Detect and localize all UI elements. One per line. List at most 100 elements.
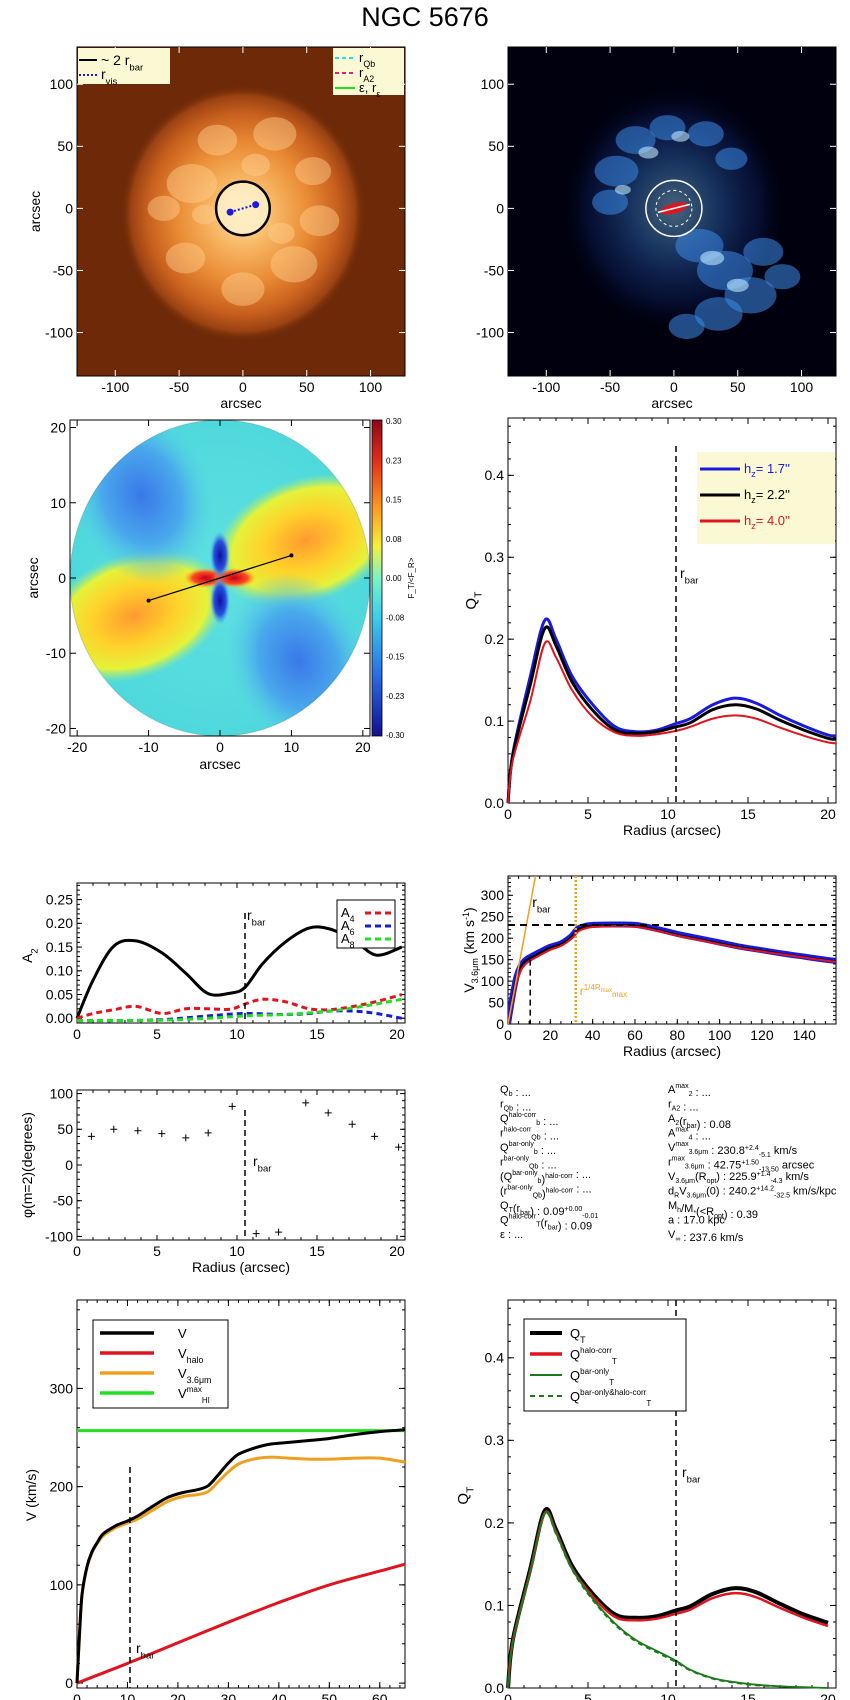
x-tick-label: 40 [585, 1027, 601, 1043]
text-part [614, 1368, 615, 1383]
text-part: ε [376, 89, 380, 99]
text-part: 8 [350, 940, 355, 950]
text-part: bar [258, 1163, 273, 1174]
stats-row: QT(rbar) : 0.09+0.00-0.01 [500, 1200, 598, 1220]
x-tick-label: -20 [67, 739, 87, 755]
bright-clump [700, 250, 725, 266]
rvis-endpoint [226, 208, 234, 216]
y-axis-label: arcsec [25, 557, 41, 598]
legend-label: Vhalo [178, 1346, 204, 1365]
legend-label: hz= 4.0'' [744, 513, 790, 531]
stats-row: Vmax3.6μm : 230.8+2.4-5.1 km/s [668, 1141, 798, 1159]
text-part: - [582, 1213, 585, 1220]
text-part: (<R [696, 1206, 714, 1218]
text-part [19, 947, 35, 948]
text-part: bar [520, 1210, 531, 1217]
colorbar-tick-label: -0.08 [386, 613, 405, 622]
text-part: A [341, 931, 350, 946]
velocity-line [75, 1428, 406, 1684]
y-tick-label: 0.4 [485, 1350, 505, 1366]
text-part: Qb [531, 1135, 540, 1142]
y-tick-label: 0 [58, 570, 66, 586]
colorbar-tick-label: -0.23 [386, 692, 405, 701]
text-part: r [253, 1153, 258, 1169]
x-tick-label: 5 [153, 1243, 161, 1259]
x-tick-label: 15 [740, 806, 756, 822]
text-part: max [601, 988, 612, 994]
text-part: T [509, 1207, 514, 1214]
plot-p7: 0 5 10 15 20 -100 -50 0 50 100 Radius (arcsec) rbar… [19, 1085, 406, 1275]
text-part: 2 [689, 1091, 693, 1098]
text-part: h [744, 513, 751, 528]
text-part: : ... [692, 1087, 710, 1099]
y-tick-label: 0.05 [46, 986, 73, 1002]
text-part: (0) : 240.2 [706, 1186, 756, 1198]
text-part [154, 1640, 155, 1656]
x-tick-label: 0 [73, 1243, 81, 1259]
text-part: ε [500, 1229, 505, 1241]
force-core [210, 531, 230, 580]
phase-point [110, 1125, 118, 1133]
text-part: : 230.8 [708, 1145, 745, 1157]
text-part: Q [570, 1347, 580, 1362]
text-part: 3.6μm [187, 1375, 212, 1385]
text-part: ) [461, 907, 477, 912]
text-part: A2 [363, 74, 374, 84]
x-tick-label: 20 [820, 1691, 836, 1700]
rbar-label: rbar [680, 565, 700, 586]
stats-row: Qbar-onlyb : ... [500, 1141, 556, 1157]
y-tick-label: -50 [484, 262, 504, 278]
text-part: (r [500, 1186, 508, 1198]
x-tick-label: 50 [730, 379, 746, 395]
phase-point [302, 1099, 310, 1107]
text-part: V [178, 1346, 187, 1361]
x-tick-label: 10 [660, 1691, 676, 1700]
y-tick-label: 250 [481, 909, 505, 925]
text-part: z [751, 521, 756, 531]
text-part: + [565, 1206, 569, 1213]
text-part: z [751, 495, 756, 505]
spiral-arm-clump [299, 205, 340, 237]
text-part: r [500, 1099, 504, 1111]
phase-point [158, 1130, 166, 1138]
y-tick-label: -20 [46, 720, 66, 736]
x-tick-label: 30 [221, 1691, 237, 1700]
y-tick-label: 0.2 [485, 1515, 505, 1531]
text-part: : ... [573, 1169, 591, 1181]
plot-p6: 0 20 40 60 80 100 120 140 0 50 100 150 200 250 300 Radi… [461, 875, 837, 1059]
text-part: : ... [538, 1160, 556, 1172]
bright-clump [671, 130, 690, 142]
inner-slope-line [508, 876, 537, 1024]
text-part [265, 907, 266, 923]
rbar-label: rbar [247, 907, 267, 928]
text-part [375, 50, 376, 65]
text-part [211, 1366, 212, 1381]
y-tick-label: 0.00 [46, 1010, 73, 1026]
text-part: max [672, 1156, 686, 1163]
x-tick-label: 80 [670, 1027, 686, 1043]
phase-point [324, 1109, 332, 1117]
bar-endpoint [289, 553, 294, 558]
legend-label-A2: rA2 [359, 65, 375, 84]
text-part: r [680, 565, 685, 581]
y-tick-label: 0.2 [485, 631, 505, 647]
colorbar-tick-label: -0.15 [386, 653, 405, 662]
text-part: V [668, 1229, 676, 1241]
spiral-arm-clump [764, 264, 801, 290]
text-part: 0.00 [569, 1206, 583, 1213]
text-part: b [534, 1149, 538, 1156]
text-part: : ... [513, 1102, 531, 1114]
phase-point [204, 1129, 212, 1137]
y-tick-label: 0.3 [485, 549, 505, 565]
text-part: 2 [29, 948, 40, 953]
plot-frame [507, 46, 837, 377]
text-part: km/s [771, 1145, 798, 1157]
y-tick-label: 100 [481, 76, 505, 92]
text-part: + [756, 1186, 760, 1193]
x-axis-label: Radius (arcsec) [192, 1259, 290, 1275]
text-part: : ... [541, 1131, 559, 1143]
text-part: T [612, 1357, 617, 1366]
text-part: Q [500, 1113, 509, 1125]
text-part: halo-corr [545, 1173, 573, 1180]
